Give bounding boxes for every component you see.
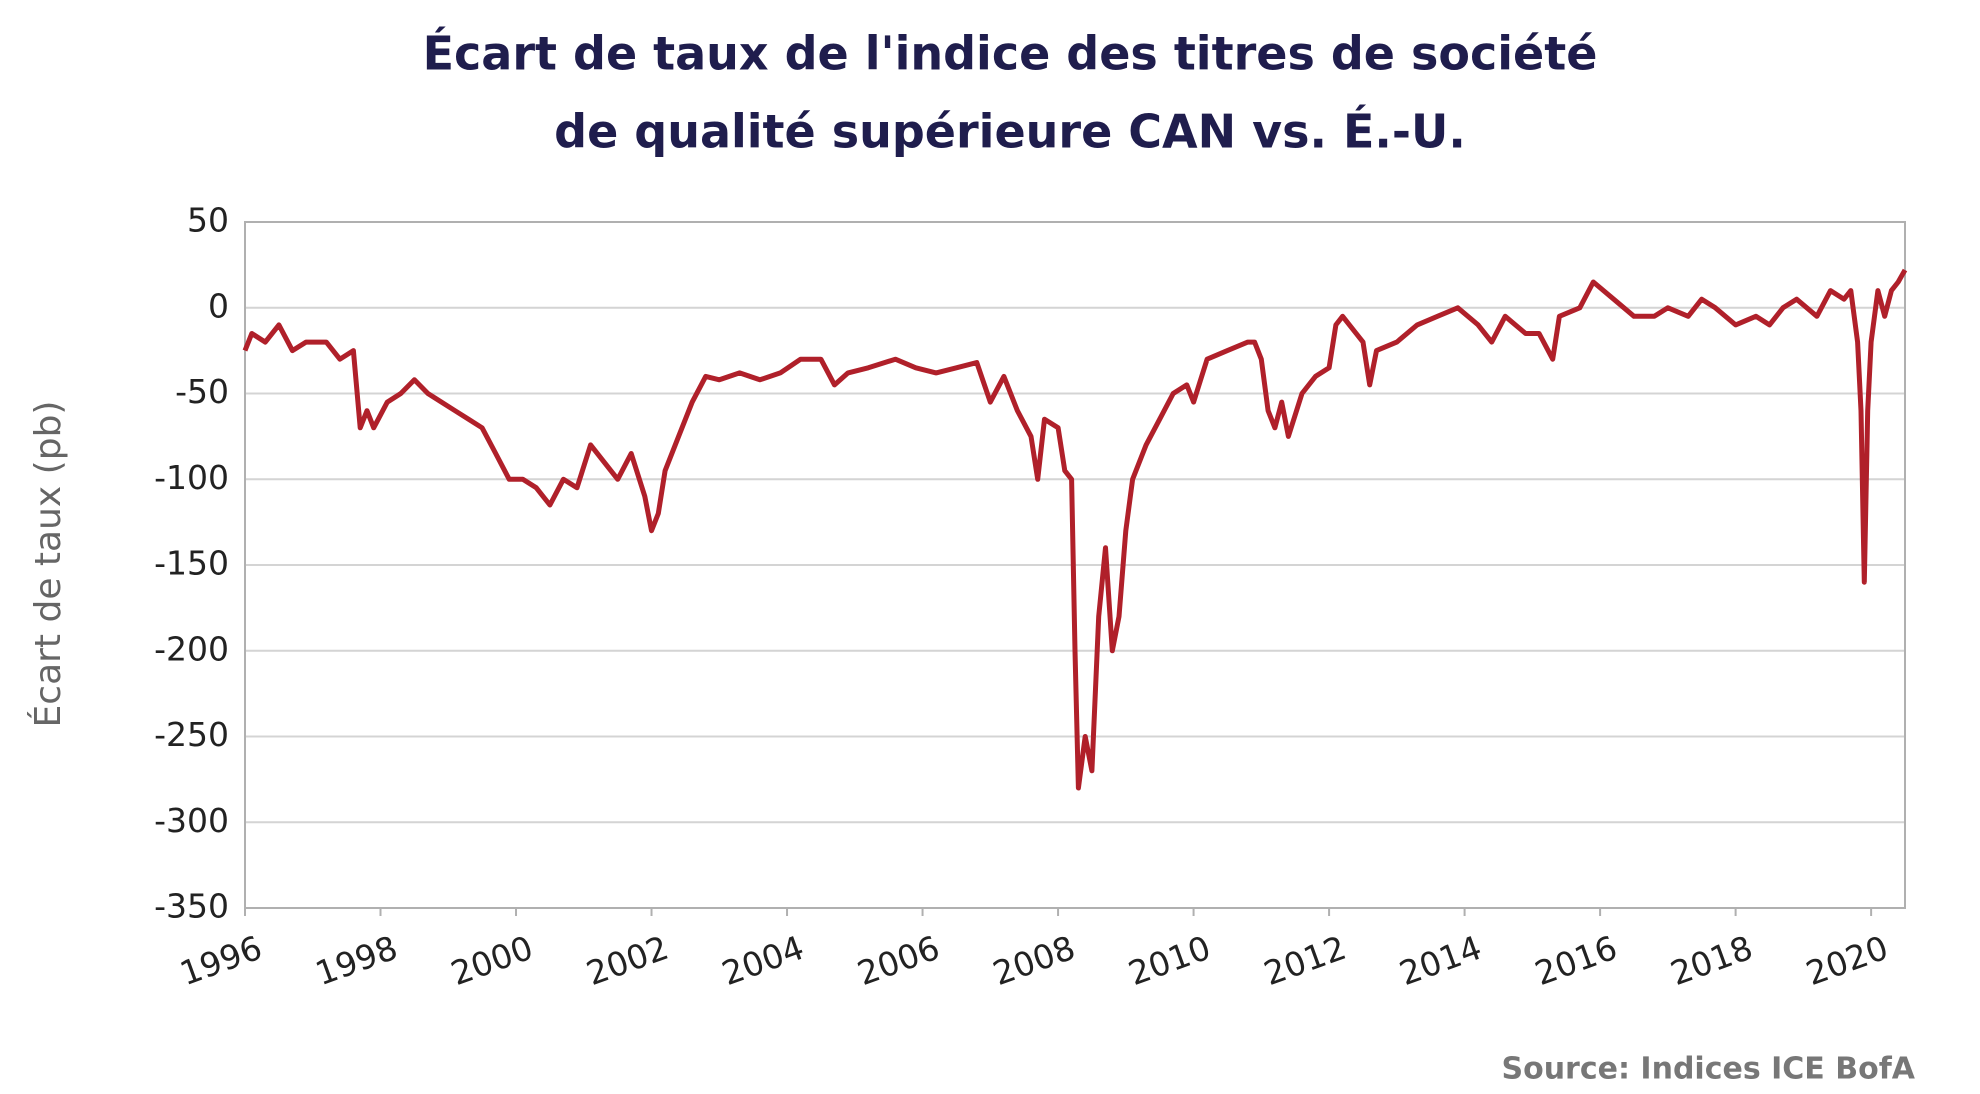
y-tick-label: -100 bbox=[154, 458, 229, 497]
plot-border bbox=[244, 221, 1906, 909]
x-tick-label: 1998 bbox=[310, 928, 402, 993]
x-tick-label: 2014 bbox=[1394, 928, 1486, 993]
x-tick-label: 2012 bbox=[1259, 928, 1351, 993]
y-tick-label: -200 bbox=[154, 629, 229, 668]
x-tick-label: 2000 bbox=[446, 928, 538, 993]
x-tick-label: 1996 bbox=[175, 928, 267, 993]
y-tick-label: -350 bbox=[154, 887, 229, 926]
y-tick-label: 0 bbox=[208, 286, 229, 325]
y-tick-label: -250 bbox=[154, 715, 229, 754]
x-tick-label: 2020 bbox=[1801, 928, 1893, 993]
y-axis-label: Écart de taux (pb) bbox=[27, 401, 69, 728]
y-tick-label: -300 bbox=[154, 801, 229, 840]
x-tick-label: 2004 bbox=[717, 928, 809, 993]
x-tick-label: 2008 bbox=[988, 928, 1080, 993]
y-tick-label: 50 bbox=[187, 201, 229, 240]
data-line bbox=[242, 268, 1908, 791]
chart-title: Écart de taux de l'indice des titres de … bbox=[423, 27, 1598, 81]
x-tick-label: 2006 bbox=[852, 928, 944, 993]
chart-title: de qualité supérieure CAN vs. É.-U. bbox=[554, 105, 1466, 159]
x-tick-label: 2010 bbox=[1123, 928, 1215, 993]
y-tick-label: -50 bbox=[175, 372, 229, 411]
source: Source: Indices ICE BofA bbox=[1501, 1052, 1915, 1087]
x-tick-label: 2002 bbox=[581, 928, 673, 993]
x-tick-label: 2018 bbox=[1665, 928, 1757, 993]
x-tick-label: 2016 bbox=[1530, 928, 1622, 993]
y-tick-label: -150 bbox=[154, 544, 229, 583]
